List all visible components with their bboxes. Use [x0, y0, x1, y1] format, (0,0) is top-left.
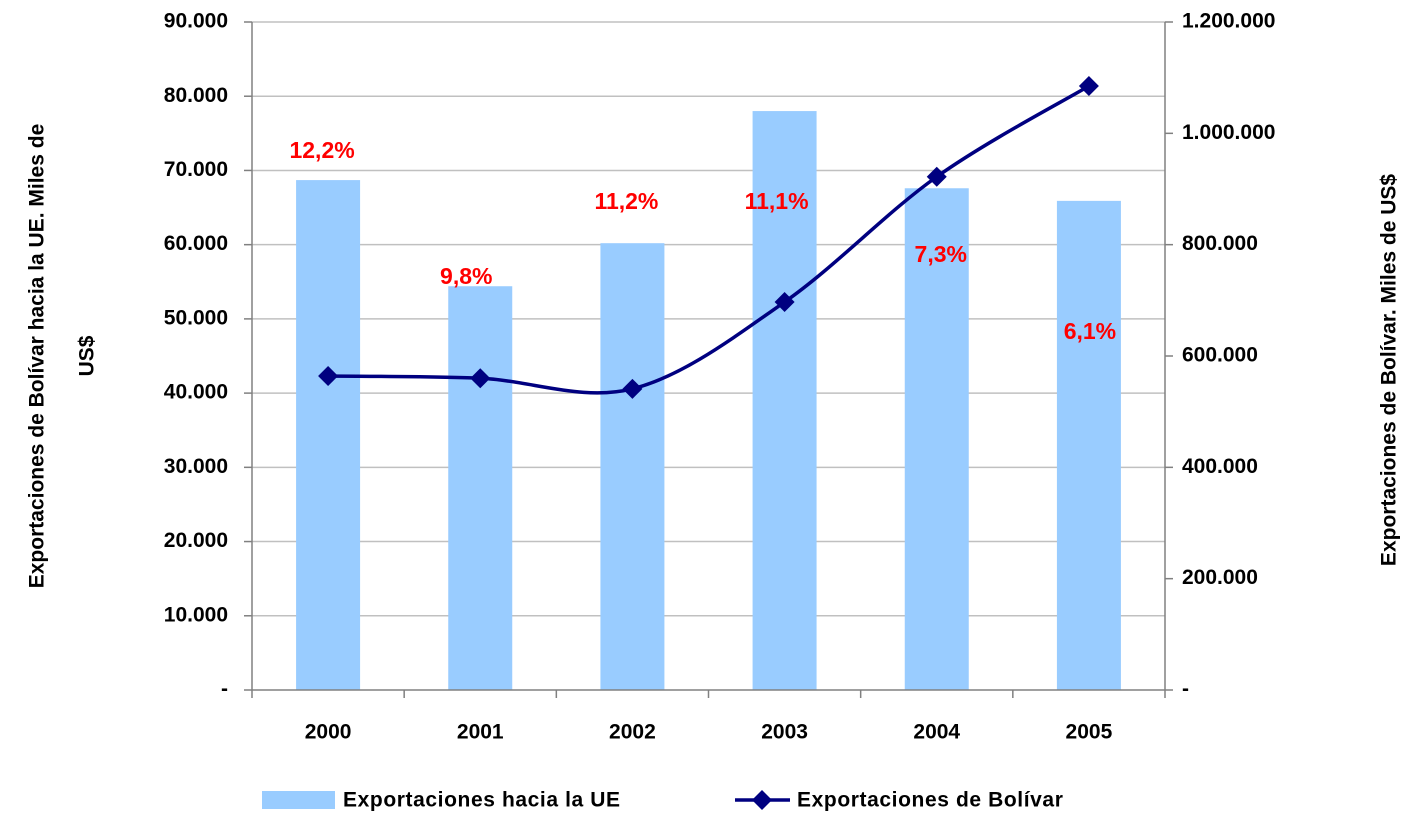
share-label: 7,3% — [915, 241, 967, 267]
bar — [600, 243, 665, 690]
y-tick-label: 20.000 — [164, 529, 228, 552]
line-marker — [622, 378, 643, 399]
line-marker — [318, 366, 339, 387]
x-tick-label: 2004 — [913, 721, 960, 744]
y-tick-label: 10.000 — [164, 603, 228, 626]
line-marker — [926, 166, 947, 187]
y-tick-label: - — [221, 678, 228, 701]
y2-tick-label: 1.200.000 — [1182, 10, 1275, 33]
x-tick-label: 2000 — [305, 721, 352, 744]
y2-axis-title: Exportaciones de Bolívar. Miles de US$ — [1378, 174, 1401, 566]
y-tick-label: 50.000 — [164, 306, 228, 329]
x-tick-label: 2005 — [1066, 721, 1113, 744]
bar — [296, 180, 361, 691]
share-label: 9,8% — [440, 263, 492, 289]
share-label: 11,2% — [594, 188, 658, 214]
line-marker — [1078, 76, 1099, 97]
y2-tick-label: 400.000 — [1182, 455, 1258, 478]
legend-label: Exportaciones de Bolívar — [797, 789, 1063, 812]
y-tick-label: 80.000 — [164, 84, 228, 107]
x-tick-label: 2002 — [609, 721, 656, 744]
legend-label: Exportaciones hacia la UE — [343, 789, 621, 812]
y2-tick-label: 800.000 — [1182, 232, 1258, 255]
legend-swatch — [262, 791, 335, 809]
y2-tick-label: - — [1182, 678, 1189, 701]
x-tick-label: 2001 — [457, 721, 504, 744]
legend: Exportaciones hacia la UE Exportaciones d… — [262, 789, 1063, 812]
y-tick-label: 30.000 — [164, 455, 228, 478]
y-tick-label: 70.000 — [164, 158, 228, 181]
bar — [904, 188, 969, 690]
line-series — [328, 84, 1090, 395]
legend-marker — [752, 790, 772, 810]
y-axis-title: US$ — [76, 335, 99, 376]
bar — [448, 286, 513, 690]
bar — [752, 111, 817, 691]
y-tick-label: 40.000 — [164, 381, 228, 404]
share-label: 11,1% — [745, 188, 809, 214]
share-label: 12,2% — [289, 137, 354, 163]
y-tick-label: 90.000 — [164, 10, 228, 33]
line-marker — [774, 292, 795, 313]
bar — [1056, 200, 1121, 690]
line-marker — [470, 368, 491, 389]
y2-tick-label: 200.000 — [1182, 566, 1258, 589]
share-label: 6,1% — [1064, 318, 1116, 344]
y2-tick-label: 600.000 — [1182, 344, 1258, 367]
y-axis-title: Exportaciones de Bolívar hacia la UE. Mi… — [26, 124, 49, 589]
x-tick-label: 2003 — [761, 721, 808, 744]
y-tick-label: 60.000 — [164, 232, 228, 255]
y2-tick-label: 1.000.000 — [1182, 121, 1275, 144]
